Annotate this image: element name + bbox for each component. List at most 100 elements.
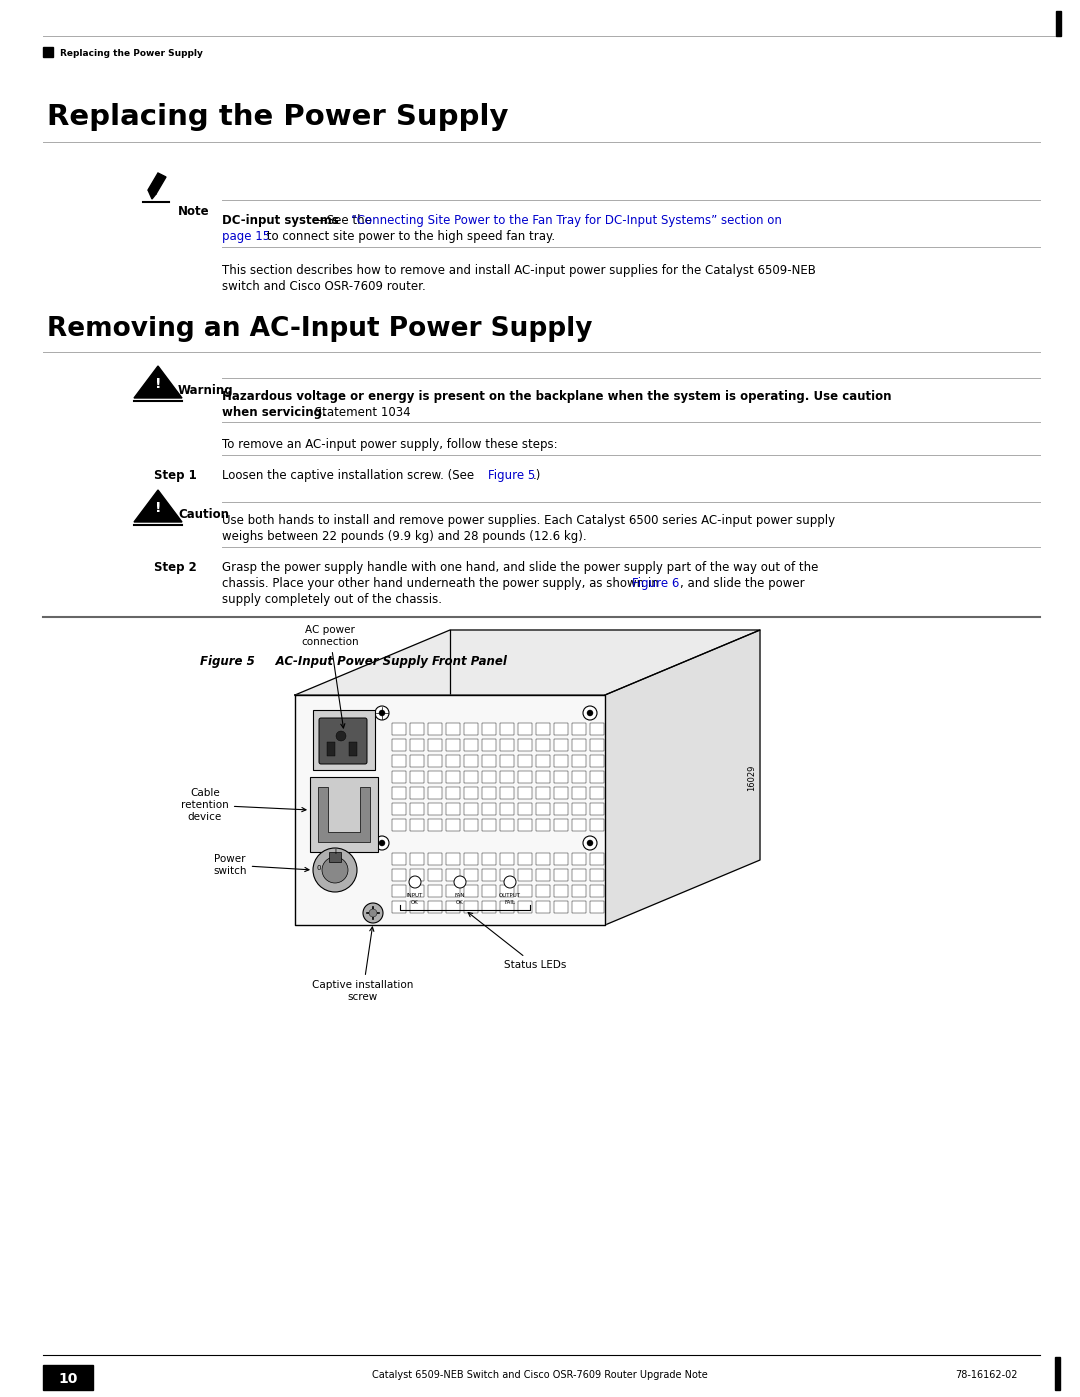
Bar bbox=[500, 869, 514, 882]
Bar bbox=[500, 754, 514, 767]
Bar bbox=[428, 724, 442, 735]
Bar bbox=[392, 787, 406, 799]
Bar bbox=[327, 742, 335, 756]
Bar bbox=[554, 901, 568, 914]
Bar bbox=[518, 754, 532, 767]
Bar bbox=[410, 854, 424, 865]
Bar bbox=[536, 771, 550, 782]
Text: 78-16162-02: 78-16162-02 bbox=[956, 1370, 1018, 1380]
Bar bbox=[43, 47, 53, 57]
Bar bbox=[590, 771, 604, 782]
Circle shape bbox=[583, 835, 597, 849]
Text: INPUT: INPUT bbox=[407, 893, 423, 898]
Text: Catalyst 6509-NEB Switch and Cisco OSR-7609 Router Upgrade Note: Catalyst 6509-NEB Switch and Cisco OSR-7… bbox=[373, 1370, 707, 1380]
Polygon shape bbox=[605, 630, 760, 925]
Bar bbox=[392, 771, 406, 782]
Bar bbox=[554, 754, 568, 767]
Bar bbox=[572, 854, 586, 865]
Text: Warning: Warning bbox=[178, 384, 233, 397]
Bar bbox=[590, 754, 604, 767]
Bar bbox=[392, 819, 406, 831]
Bar bbox=[410, 901, 424, 914]
Bar bbox=[446, 803, 460, 814]
Bar bbox=[428, 886, 442, 897]
Bar bbox=[572, 724, 586, 735]
Text: This section describes how to remove and install AC-input power supplies for the: This section describes how to remove and… bbox=[222, 264, 815, 277]
Bar bbox=[572, 869, 586, 882]
Circle shape bbox=[409, 876, 421, 888]
Bar bbox=[446, 724, 460, 735]
Text: supply completely out of the chassis.: supply completely out of the chassis. bbox=[222, 592, 442, 606]
Bar bbox=[464, 886, 478, 897]
Bar bbox=[410, 819, 424, 831]
Bar bbox=[392, 901, 406, 914]
Bar bbox=[464, 787, 478, 799]
Bar bbox=[1056, 11, 1061, 36]
Text: FAN: FAN bbox=[455, 893, 465, 898]
Bar bbox=[554, 771, 568, 782]
Text: Step 2: Step 2 bbox=[154, 562, 197, 574]
Text: OK: OK bbox=[456, 900, 464, 905]
Text: Figure 5: Figure 5 bbox=[200, 655, 255, 668]
Text: Grasp the power supply handle with one hand, and slide the power supply part of : Grasp the power supply handle with one h… bbox=[222, 562, 819, 574]
Bar bbox=[482, 754, 496, 767]
Bar bbox=[554, 819, 568, 831]
Bar bbox=[482, 739, 496, 752]
Bar bbox=[392, 739, 406, 752]
Polygon shape bbox=[148, 173, 166, 194]
Bar bbox=[482, 886, 496, 897]
Bar bbox=[446, 787, 460, 799]
Polygon shape bbox=[148, 190, 156, 198]
Bar bbox=[410, 754, 424, 767]
Bar bbox=[572, 771, 586, 782]
Text: weighs between 22 pounds (9.9 kg) and 28 pounds (12.6 kg).: weighs between 22 pounds (9.9 kg) and 28… bbox=[222, 529, 586, 543]
Bar bbox=[482, 819, 496, 831]
Text: AC-Input Power Supply Front Panel: AC-Input Power Supply Front Panel bbox=[255, 655, 507, 668]
Bar bbox=[500, 724, 514, 735]
Text: chassis. Place your other hand underneath the power supply, as shown in: chassis. Place your other hand underneat… bbox=[222, 577, 662, 590]
Bar bbox=[518, 854, 532, 865]
Circle shape bbox=[588, 710, 593, 717]
Bar bbox=[536, 886, 550, 897]
Bar bbox=[536, 739, 550, 752]
Bar bbox=[536, 803, 550, 814]
Bar bbox=[464, 901, 478, 914]
Bar bbox=[410, 869, 424, 882]
Bar bbox=[446, 886, 460, 897]
Bar bbox=[428, 819, 442, 831]
Bar bbox=[554, 787, 568, 799]
Bar bbox=[410, 771, 424, 782]
Bar bbox=[410, 739, 424, 752]
Bar bbox=[554, 724, 568, 735]
Bar bbox=[482, 901, 496, 914]
Bar bbox=[518, 901, 532, 914]
Bar bbox=[554, 739, 568, 752]
Bar bbox=[518, 886, 532, 897]
Text: when servicing.: when servicing. bbox=[222, 407, 326, 419]
Text: Removing an AC-Input Power Supply: Removing an AC-Input Power Supply bbox=[48, 316, 593, 342]
Bar bbox=[554, 869, 568, 882]
Bar bbox=[590, 803, 604, 814]
Bar bbox=[446, 869, 460, 882]
Bar bbox=[310, 777, 378, 852]
Bar bbox=[446, 739, 460, 752]
Circle shape bbox=[504, 876, 516, 888]
Polygon shape bbox=[295, 694, 605, 925]
Bar bbox=[554, 803, 568, 814]
Polygon shape bbox=[295, 630, 760, 694]
Text: Figure 5: Figure 5 bbox=[488, 469, 536, 482]
Circle shape bbox=[313, 848, 357, 893]
Bar bbox=[536, 787, 550, 799]
Bar bbox=[446, 854, 460, 865]
Bar bbox=[554, 854, 568, 865]
Circle shape bbox=[454, 876, 465, 888]
Bar bbox=[349, 742, 357, 756]
Bar bbox=[536, 724, 550, 735]
Text: Captive installation
screw: Captive installation screw bbox=[312, 928, 414, 1002]
Bar bbox=[392, 724, 406, 735]
Bar bbox=[572, 901, 586, 914]
Bar bbox=[313, 710, 375, 770]
Text: 16029: 16029 bbox=[747, 764, 756, 791]
Circle shape bbox=[363, 902, 383, 923]
Bar bbox=[392, 803, 406, 814]
